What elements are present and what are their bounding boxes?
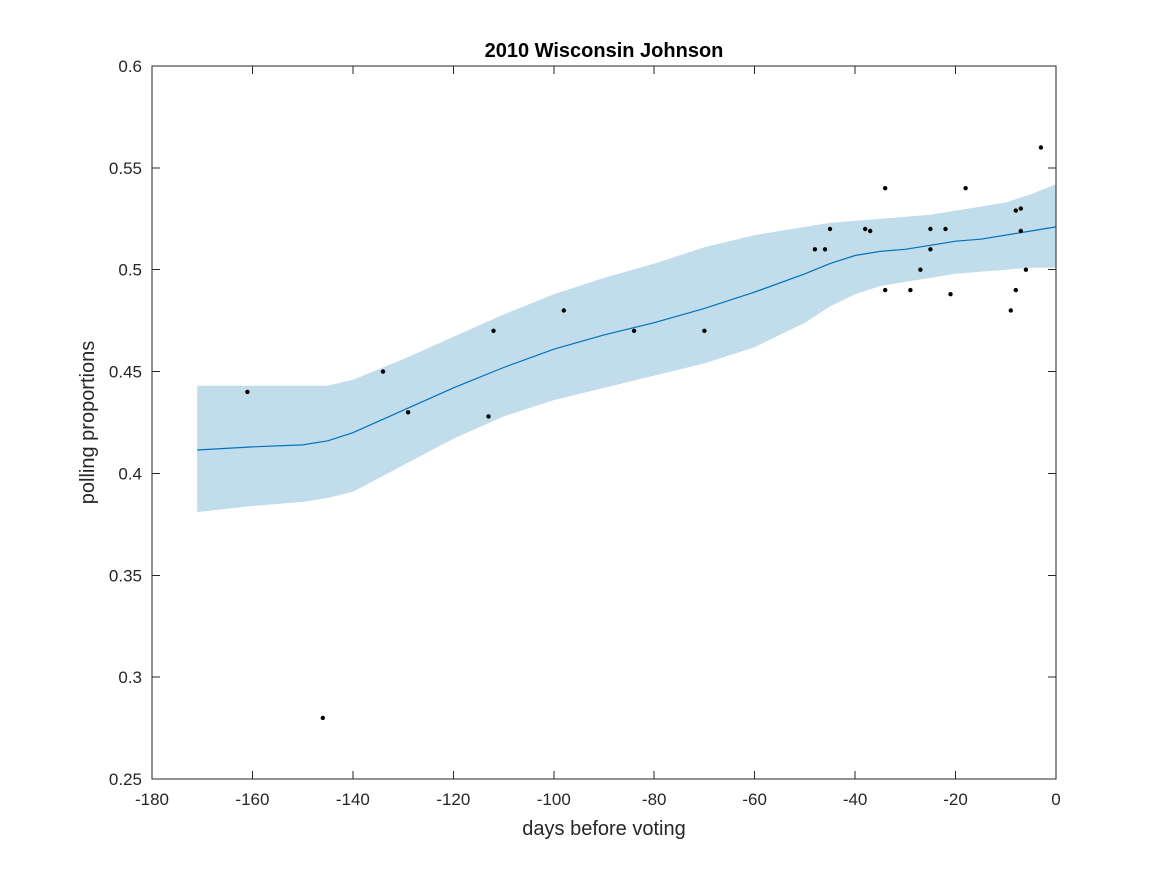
data-point [928,226,933,232]
data-point [868,228,873,234]
axes-box [151,65,1057,780]
x-tick-label: -20 [943,790,968,809]
data-points [245,145,1044,721]
y-tick-label: 0.5 [118,261,142,280]
x-tick-label: -40 [843,790,868,809]
y-tick-label: 0.6 [118,57,142,76]
x-axis: -180 -160 -140 -120 -100 -80 -60 -40 -20 0 [135,66,1061,809]
chart-title: 2010 Wisconsin Johnson [485,40,724,62]
data-point [631,328,637,333]
data-point [812,247,818,252]
data-point [405,410,411,415]
data-point [1023,267,1029,272]
y-tick-label: 0.4 [118,464,142,483]
x-tick-label: -80 [642,790,667,809]
data-point [908,287,913,293]
data-point [827,226,833,232]
data-point [1013,208,1018,213]
confidence-band [197,184,1056,513]
y-axis: 0.25 0.3 0.35 0.4 0.45 0.5 0.55 0.6 [109,57,1056,789]
y-tick-label: 0.45 [109,363,142,382]
x-tick-label: -160 [235,790,269,809]
y-axis-label: polling proportions [77,341,99,504]
y-tick-label: 0.3 [118,668,142,687]
x-tick-label: 0 [1051,790,1060,809]
x-tick-label: -120 [436,790,470,809]
data-point [245,389,250,395]
x-tick-label: -180 [135,790,169,809]
data-point [963,186,968,191]
x-tick-label: -100 [537,790,571,809]
data-point [380,369,386,374]
data-point [918,267,923,272]
data-point [1013,287,1018,293]
data-point [883,287,888,293]
y-tick-label: 0.55 [109,159,142,178]
data-point [1018,206,1023,211]
trend-line [197,226,1057,451]
data-point [928,247,933,252]
y-tick-label: 0.25 [109,770,142,789]
data-point [883,186,888,191]
x-tick-label: -60 [742,790,767,809]
data-point [863,226,868,232]
data-point [320,715,325,721]
plot-area [197,145,1057,721]
data-point [1018,228,1023,234]
data-point [1038,145,1044,150]
data-point [561,308,566,313]
data-point [822,247,828,252]
data-point [1008,308,1013,313]
data-point [948,292,953,297]
data-point [702,328,707,333]
data-point [491,328,496,333]
y-tick-label: 0.35 [109,566,142,585]
x-axis-label: days before voting [522,818,685,840]
x-tick-label: -140 [336,790,370,809]
data-point [943,226,948,232]
data-point [486,414,491,419]
